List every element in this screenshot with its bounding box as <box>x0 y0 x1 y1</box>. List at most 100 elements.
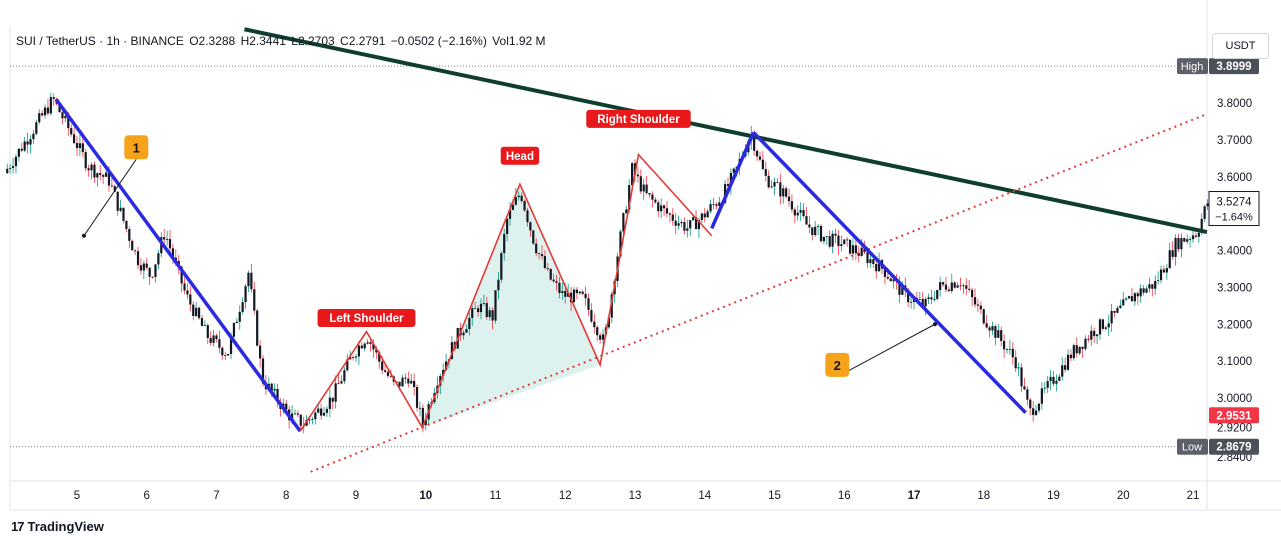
candle-body <box>584 293 587 299</box>
candle-body <box>625 209 628 214</box>
candle-body <box>959 285 962 287</box>
candle-body <box>1058 376 1061 381</box>
candle-body <box>840 244 843 247</box>
candle-body <box>924 299 927 307</box>
candle-body <box>206 325 209 338</box>
candle-body <box>165 239 169 240</box>
ohlc-high: H2.3441 <box>240 34 286 48</box>
candle-body <box>96 173 99 178</box>
candle-body <box>851 245 855 254</box>
candle-body <box>811 227 814 236</box>
candle-body <box>401 377 404 387</box>
candle-body <box>35 122 38 134</box>
symbol-title[interactable]: SUI / TetherUS · 1h · BINANCE <box>16 34 184 48</box>
candle-body <box>686 228 689 231</box>
head-fill-area <box>422 184 601 428</box>
candle-body <box>349 357 352 360</box>
badge-1-callout-line <box>83 158 137 237</box>
price-tick-label: 3.6000 <box>1217 172 1252 184</box>
candle-body <box>601 334 605 340</box>
candle-body <box>20 148 23 151</box>
candle-body <box>822 236 826 242</box>
price-axis[interactable]: 3.80003.70003.60003.50003.40003.30003.20… <box>1177 58 1260 464</box>
support-trendline-dotted <box>310 113 1208 473</box>
candle-body <box>366 342 369 344</box>
candle-body <box>785 188 788 197</box>
candle-body <box>346 359 349 371</box>
candle-body <box>444 361 448 370</box>
price-tick-label: 3.0000 <box>1217 393 1252 405</box>
candle-body <box>1066 354 1070 370</box>
candle-body <box>511 204 515 210</box>
candle-body <box>543 256 547 268</box>
price-tick-label: 3.7000 <box>1217 135 1252 147</box>
candle-body <box>1197 232 1200 237</box>
candle-body <box>816 226 820 227</box>
candle-body <box>404 377 407 379</box>
candle-body <box>700 213 703 221</box>
candle-body <box>782 188 785 197</box>
candle-body <box>1127 296 1131 299</box>
candle-body <box>299 414 302 426</box>
candle-body <box>1040 388 1043 404</box>
candle-body <box>148 267 151 277</box>
candle-body <box>322 412 326 416</box>
candle-body <box>692 217 695 221</box>
tradingview-logo[interactable]: 17 TradingView <box>11 519 104 534</box>
candle-body <box>113 186 116 192</box>
candle-body <box>197 307 201 319</box>
candle-body <box>340 381 343 384</box>
candle-body <box>23 141 26 151</box>
candle-body <box>982 309 985 324</box>
candle-body <box>863 247 866 253</box>
candle-body <box>468 317 471 330</box>
candle-body <box>1145 288 1148 293</box>
currency-button[interactable]: USDT <box>1212 33 1269 59</box>
candle-body <box>110 185 113 187</box>
candle-body <box>825 236 828 237</box>
candle-body <box>1191 235 1195 240</box>
tradingview-mark-icon: 17 <box>11 519 25 534</box>
candle-body <box>599 335 602 340</box>
candle-body <box>238 311 241 322</box>
candle-body <box>221 347 224 356</box>
candle-body <box>918 299 921 300</box>
price-tick-label: 3.3000 <box>1217 282 1252 294</box>
candle-body <box>1020 367 1023 387</box>
time-axis[interactable]: 5 6 7 8 9 10 11 12 13 14 15 16 17 18 19 20 21 <box>74 490 1200 502</box>
candle-body <box>581 291 584 294</box>
candle-body <box>29 139 32 145</box>
candle-body <box>52 97 55 99</box>
candle-body <box>351 357 355 359</box>
candle-body <box>41 113 44 116</box>
candle-body <box>308 419 311 421</box>
candle-body <box>639 176 642 192</box>
candle-body <box>802 210 805 217</box>
candle-body <box>962 285 965 287</box>
candle-body <box>1069 354 1073 359</box>
candle-body <box>622 213 625 232</box>
candle-body <box>1055 380 1058 384</box>
candle-body <box>229 336 233 354</box>
time-tick-label: 18 <box>977 490 990 502</box>
candle-body <box>136 251 140 266</box>
candle-body <box>337 383 340 385</box>
candle-body <box>503 233 506 254</box>
candle-body <box>715 204 718 206</box>
candle-body <box>787 196 791 202</box>
candle-body <box>848 239 852 254</box>
candle-body <box>450 342 454 360</box>
candle-body <box>1090 330 1093 340</box>
candle-body <box>293 413 297 415</box>
high-value: 3.8999 <box>1216 61 1251 73</box>
candle-body <box>168 239 172 249</box>
candle-body <box>1186 239 1189 242</box>
candle-body <box>476 308 480 313</box>
candle-body <box>1052 376 1055 384</box>
candle-body <box>1008 348 1012 350</box>
candle-body <box>683 222 686 231</box>
badge-2-callout-line <box>837 323 936 378</box>
low-tag <box>1209 438 1259 455</box>
candle-body <box>200 318 204 326</box>
